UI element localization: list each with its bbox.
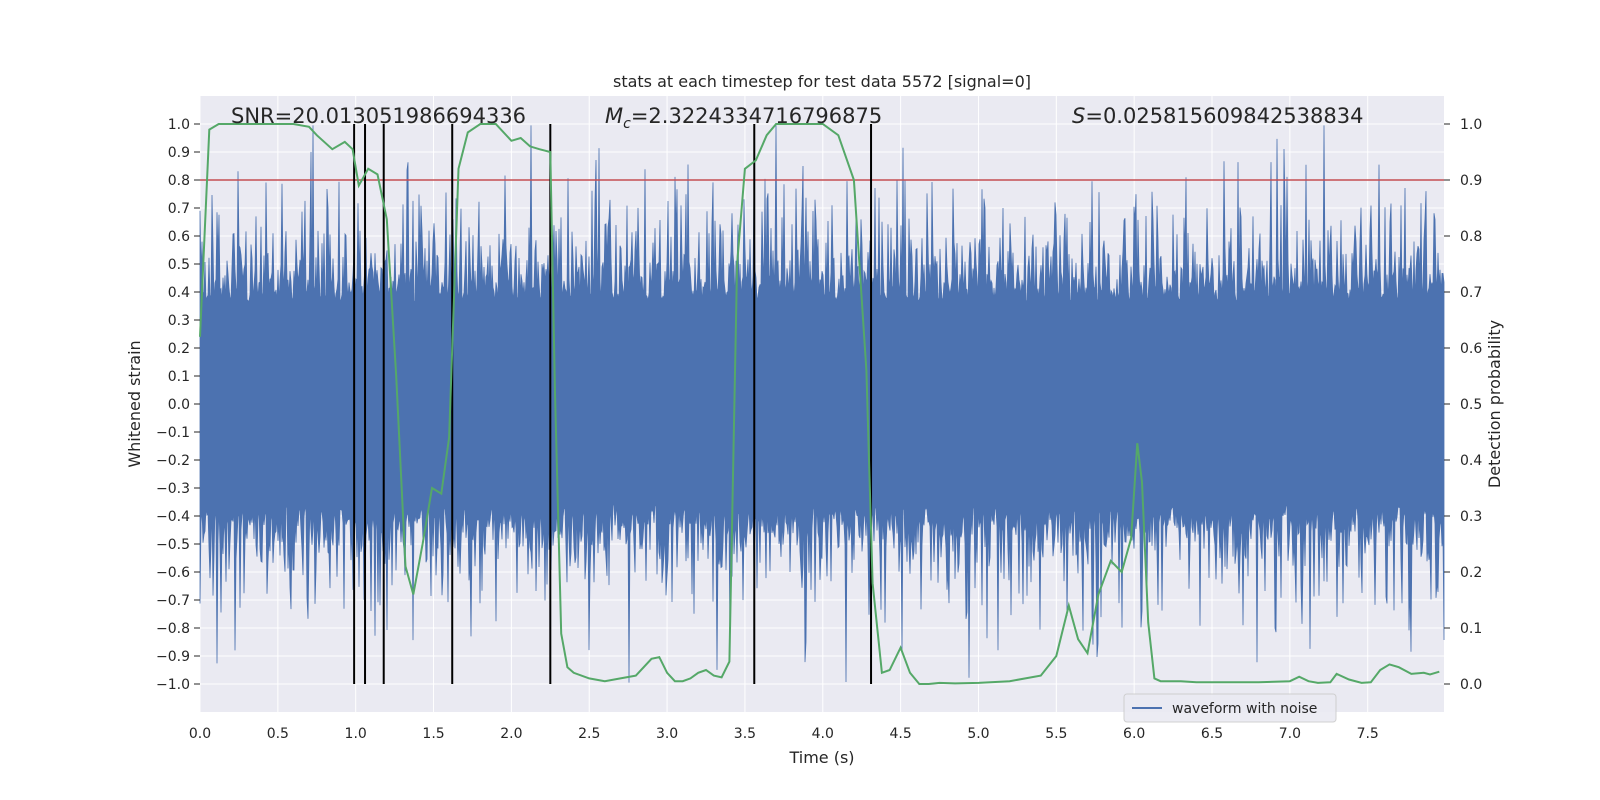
snr-annotation: SNR=20.013051986694336	[231, 104, 526, 128]
x-axis-ticks: 0.0 0.5 1.0 1.5 2.0 2.5 3.0 3.5 4.0 4.5 5.0 5.5 6.0 6…	[189, 726, 1379, 742]
chart-title: stats at each timestep for test data 557…	[613, 72, 1031, 91]
y-tick-label: −0.5	[156, 537, 190, 553]
y-tick-label: 0.9	[168, 145, 190, 161]
y-tick-label: −0.1	[156, 425, 190, 441]
x-tick-label: 6.0	[1123, 726, 1145, 742]
y2-tick-label: 0.0	[1460, 677, 1482, 693]
y2-tick-label: 0.3	[1460, 509, 1482, 525]
x-tick-label: 3.5	[734, 726, 756, 742]
y-tick-label: 0.7	[168, 201, 190, 217]
y-tick-label: −1.0	[156, 677, 190, 693]
y2-tick-label: 0.7	[1460, 285, 1482, 301]
y2-tick-label: 0.1	[1460, 621, 1482, 637]
x-tick-label: 6.5	[1201, 726, 1223, 742]
y2-axis-label: Detection probability	[1485, 320, 1504, 488]
x-tick-label: 0.0	[189, 726, 211, 742]
s-annotation: S=0.025815609842538834	[1072, 104, 1363, 128]
y-tick-label: 0.8	[168, 173, 190, 189]
y-tick-label: 0.1	[168, 369, 190, 385]
x-axis-label: Time (s)	[788, 748, 854, 767]
chirp-mass-subscript: c	[623, 116, 631, 132]
x-tick-label: 1.5	[422, 726, 444, 742]
chirp-mass-annotation: Mc=2.3224334716796875	[605, 104, 882, 132]
x-tick-label: 3.0	[656, 726, 678, 742]
y2-axis-ticks: 0.0 0.1 0.2 0.3 0.4 0.5 0.6 0.7 0.8 0.9 1.0	[1444, 117, 1482, 693]
y-axis-ticks: −1.0 −0.9 −0.8 −0.7 −0.6 −0.5 −0.4 −0.3 −0.2 −0.1…	[156, 117, 200, 693]
y-axis-label: Whitened strain	[125, 340, 144, 467]
y-tick-label: −0.9	[156, 649, 190, 665]
event-lines	[353, 124, 873, 684]
y-tick-label: 0.6	[168, 229, 190, 245]
x-tick-label: 2.0	[500, 726, 522, 742]
x-tick-label: 7.5	[1357, 726, 1379, 742]
y2-tick-label: 1.0	[1460, 117, 1482, 133]
s-symbol: S	[1072, 104, 1085, 128]
chirp-mass-value: =2.3224334716796875	[631, 104, 882, 128]
s-value: =0.025815609842538834	[1085, 104, 1363, 128]
x-tick-label: 4.5	[889, 726, 911, 742]
y-tick-label: 0.2	[168, 341, 190, 357]
x-tick-label: 1.0	[345, 726, 367, 742]
y2-tick-label: 0.9	[1460, 173, 1482, 189]
y2-tick-label: 0.6	[1460, 341, 1482, 357]
y-tick-label: −0.2	[156, 453, 190, 469]
y-tick-label: −0.6	[156, 565, 190, 581]
y-tick-label: −0.3	[156, 481, 190, 497]
detection-probability-line	[199, 123, 1440, 685]
y2-tick-label: 0.5	[1460, 397, 1482, 413]
x-tick-label: 0.5	[267, 726, 289, 742]
y-tick-label: 0.0	[168, 397, 190, 413]
legend: waveform with noise	[1123, 693, 1337, 723]
x-tick-label: 5.0	[967, 726, 989, 742]
x-tick-label: 4.0	[812, 726, 834, 742]
y-tick-label: −0.7	[156, 593, 190, 609]
x-tick-label: 2.5	[578, 726, 600, 742]
legend-label-waveform: waveform with noise	[1172, 701, 1317, 717]
y2-tick-label: 0.2	[1460, 565, 1482, 581]
y2-tick-label: 0.4	[1460, 453, 1482, 469]
y-tick-label: 0.4	[168, 285, 190, 301]
chirp-mass-symbol: M	[605, 104, 623, 128]
y-tick-label: −0.4	[156, 509, 190, 525]
y-tick-label: 1.0	[168, 117, 190, 133]
legend-box	[1123, 693, 1337, 723]
waveform-envelope	[199, 125, 1445, 683]
waveform-with-noise-series	[199, 125, 1445, 683]
y2-tick-label: 0.8	[1460, 229, 1482, 245]
y-tick-label: 0.3	[168, 313, 190, 329]
x-tick-label: 7.0	[1279, 726, 1301, 742]
y-tick-label: −0.8	[156, 621, 190, 637]
x-tick-label: 5.5	[1045, 726, 1067, 742]
y-tick-label: 0.5	[168, 257, 190, 273]
